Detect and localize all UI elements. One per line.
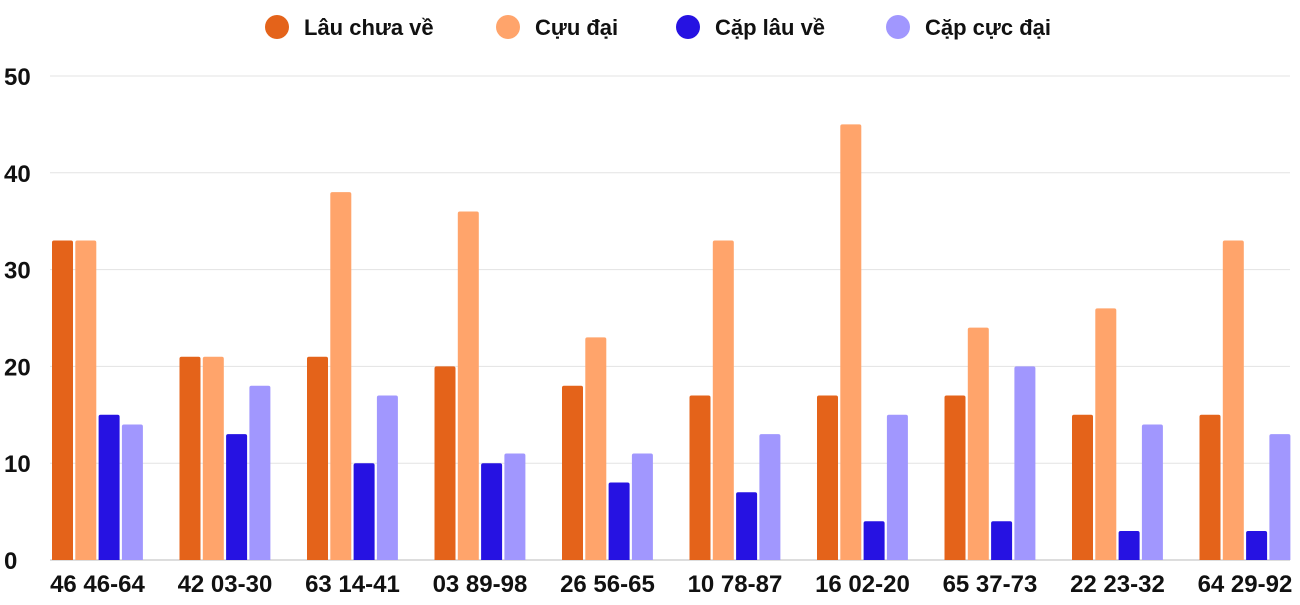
x-tick-label: 22 23-32	[1070, 571, 1165, 598]
bar	[330, 192, 352, 560]
y-axis-ticks: 0 10 20 30 40 50	[4, 64, 31, 575]
y-tick-label: 20	[4, 354, 31, 381]
bar	[179, 356, 201, 560]
legend-swatch	[496, 15, 520, 39]
x-tick-label: 10 78-87	[688, 571, 783, 598]
x-tick-label: 65 37-73	[943, 571, 1038, 598]
bar	[1199, 414, 1221, 560]
bar	[481, 463, 503, 560]
legend-swatch	[886, 15, 910, 39]
bar	[817, 395, 838, 560]
bar	[967, 327, 989, 560]
bar	[1246, 530, 1268, 560]
bar	[863, 521, 885, 560]
legend-label: Cựu đại	[535, 15, 618, 40]
bar	[1072, 414, 1093, 560]
bar	[249, 385, 271, 560]
legend-label: Lâu chưa về	[304, 15, 434, 40]
legend-label: Cặp cực đại	[925, 15, 1051, 40]
y-tick-label: 10	[4, 451, 31, 478]
x-tick-label: 26 56-65	[560, 571, 655, 598]
bar	[1222, 240, 1244, 560]
bar	[608, 482, 630, 560]
x-tick-label: 16 02-20	[815, 571, 910, 598]
bar	[712, 240, 734, 560]
bar	[840, 124, 862, 561]
bar	[52, 240, 73, 560]
bar	[1014, 366, 1036, 560]
bar	[121, 424, 143, 560]
bar	[504, 453, 526, 560]
bar	[1269, 434, 1291, 560]
y-tick-label: 40	[4, 161, 31, 188]
bar	[631, 453, 653, 560]
legend: Lâu chưa về Cựu đại Cặp lâu về Cặp cực đại	[265, 15, 1051, 40]
legend-swatch	[265, 15, 289, 39]
bar	[75, 240, 97, 560]
bar	[98, 414, 120, 560]
x-tick-label: 63 14-41	[305, 571, 400, 598]
bar	[1095, 308, 1117, 560]
bar	[991, 521, 1013, 560]
bars	[52, 124, 1291, 561]
bar	[1118, 530, 1140, 560]
bar	[562, 385, 583, 560]
bar	[353, 463, 375, 560]
bar	[226, 434, 248, 560]
bar	[307, 356, 328, 560]
bar	[457, 211, 479, 560]
y-tick-label: 30	[4, 258, 31, 285]
bar	[689, 395, 711, 560]
legend-swatch	[676, 15, 700, 39]
y-tick-label: 50	[4, 64, 31, 91]
y-tick-label: 0	[4, 548, 17, 575]
bar	[944, 395, 966, 560]
legend-item: Cặp lâu về	[676, 15, 825, 40]
bar	[434, 366, 456, 560]
x-axis-ticks: 46 46-64 42 03-30 63 14-41 03 89-98 26 56-65…	[50, 571, 1292, 598]
legend-item: Lâu chưa về	[265, 15, 434, 40]
bar	[1141, 424, 1163, 560]
bar	[202, 356, 224, 560]
x-tick-label: 64 29-92	[1198, 571, 1293, 598]
legend-item: Cặp cực đại	[886, 15, 1051, 40]
legend-label: Cặp lâu về	[715, 15, 825, 40]
x-tick-label: 03 89-98	[433, 571, 528, 598]
bar	[585, 337, 607, 560]
x-tick-label: 46 46-64	[50, 571, 145, 598]
bar	[886, 414, 908, 560]
x-tick-label: 42 03-30	[178, 571, 273, 598]
bar	[736, 492, 758, 560]
legend-item: Cựu đại	[496, 15, 618, 40]
bar	[759, 434, 781, 560]
bar	[376, 395, 398, 560]
